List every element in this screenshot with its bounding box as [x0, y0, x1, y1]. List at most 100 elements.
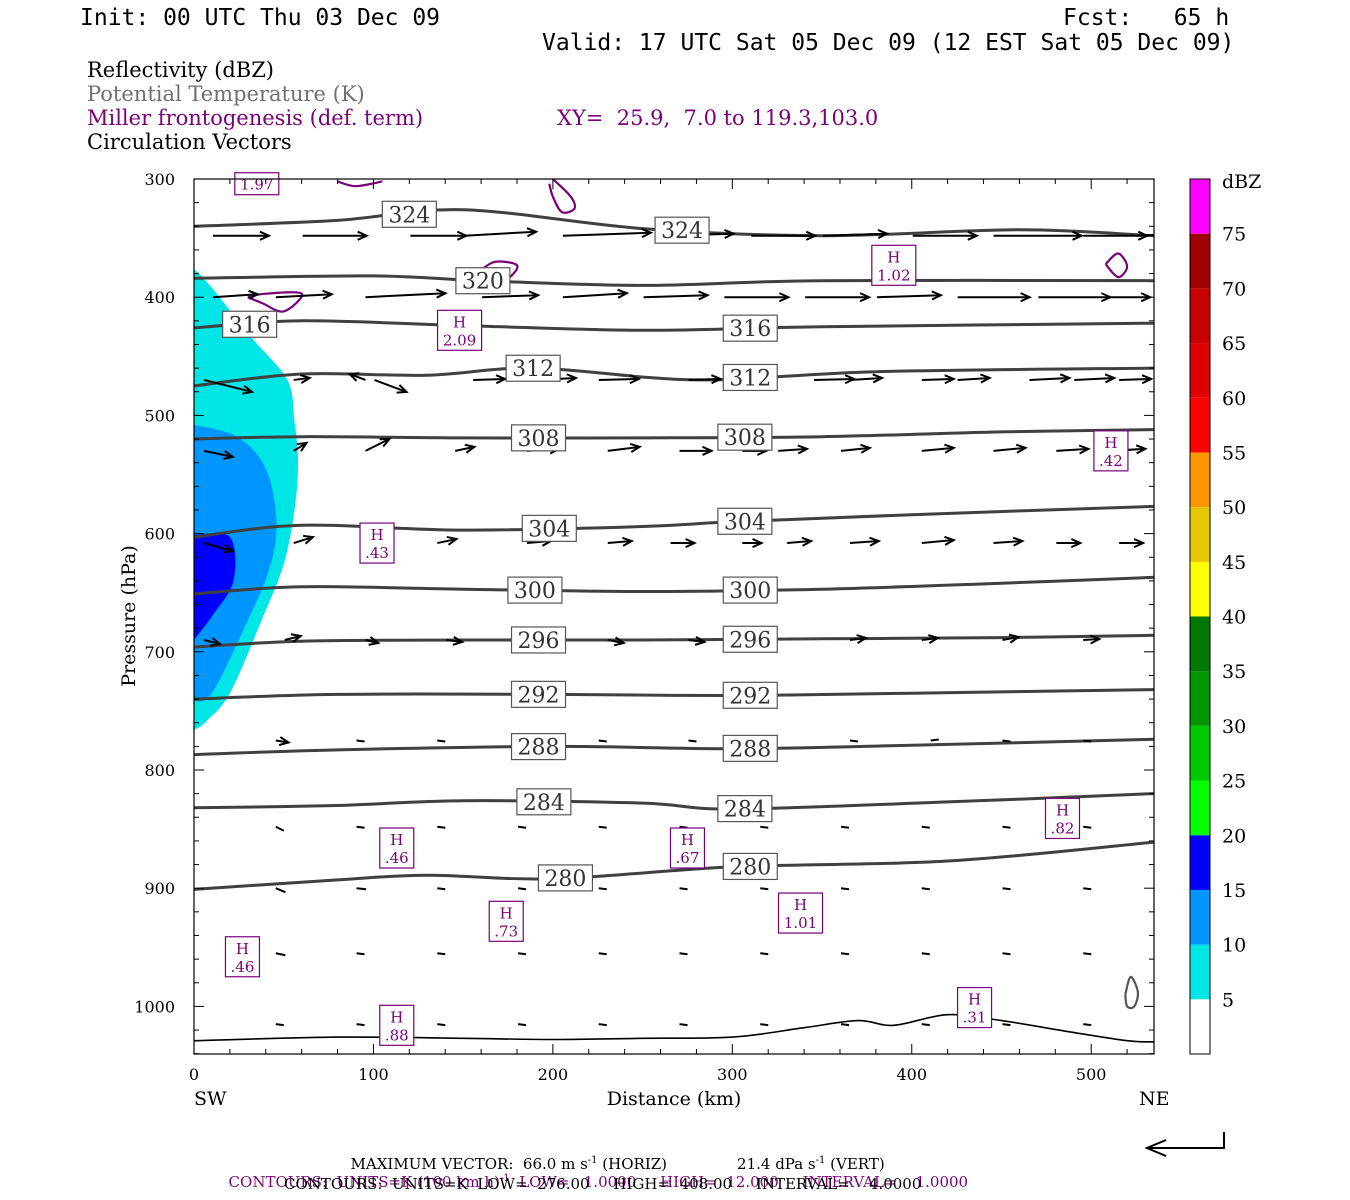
- theta-label-280: 280: [537, 864, 594, 892]
- theta-label-text: 308: [724, 426, 766, 451]
- circulation-vector: [473, 374, 508, 385]
- theta-label-296: 296: [722, 625, 778, 653]
- frontogenesis-max-marker: H.43: [359, 522, 395, 564]
- vector-head: [526, 227, 539, 238]
- theta-label-box: [537, 864, 594, 892]
- vector-head: [368, 636, 381, 646]
- vector-shaft: [598, 825, 607, 829]
- vector-shaft: [930, 738, 939, 742]
- vector-shaft: [284, 635, 301, 641]
- vector-shaft: [849, 636, 867, 641]
- vector-shaft: [1002, 825, 1011, 829]
- circulation-vector: [203, 378, 255, 395]
- circulation-vector: [356, 1023, 365, 1027]
- vector-shaft: [1002, 1023, 1011, 1027]
- vector-head: [1008, 633, 1021, 644]
- colorbar-label: 65: [1222, 333, 1246, 355]
- vector-head: [1141, 374, 1154, 385]
- max-marker-h: H: [681, 831, 694, 849]
- vector-shaft: [1002, 952, 1011, 956]
- circulation-vector: [1002, 633, 1021, 644]
- vector-shaft: [760, 825, 769, 829]
- vector-shaft: [598, 377, 639, 381]
- theta-label-box: [722, 734, 778, 762]
- circulation-vector: [921, 443, 957, 454]
- vector-head: [1078, 444, 1091, 455]
- max-marker-value: .42: [1099, 452, 1123, 470]
- vector-shaft: [517, 952, 527, 956]
- colorbar-title: dBZ: [1222, 171, 1261, 193]
- vector-shaft: [212, 293, 258, 299]
- circulation-vector: [562, 228, 654, 238]
- theta-label-text: 312: [512, 357, 554, 382]
- vector-shaft: [840, 825, 850, 829]
- circulation-vector: [1002, 887, 1011, 891]
- vector-head: [778, 292, 791, 303]
- vector-shaft: [598, 1023, 607, 1027]
- circulation-vector: [840, 443, 873, 454]
- vector-head: [452, 635, 465, 646]
- theta-label-text: 312: [729, 366, 771, 391]
- max-marker-box: [379, 827, 415, 869]
- vector-shaft: [760, 952, 769, 956]
- colorbar-label: 70: [1222, 278, 1246, 300]
- circulation-vector: [275, 289, 335, 300]
- vector-shaft: [1083, 739, 1092, 743]
- frontogenesis-contour: [1124, 975, 1140, 1010]
- vector-head: [1059, 373, 1072, 384]
- circulation-vector: [464, 227, 539, 238]
- vector-shaft: [840, 952, 850, 956]
- terrain-surface-line: [194, 1013, 1154, 1043]
- circulation-vector: [993, 230, 1084, 241]
- circulation-vector: [993, 443, 1028, 454]
- vector-head: [856, 634, 869, 644]
- circulation-vector: [598, 952, 607, 956]
- vector-head: [290, 633, 304, 643]
- vector-shaft: [356, 1023, 365, 1027]
- vector-shaft: [275, 293, 332, 299]
- circulation-vector: [212, 289, 261, 300]
- vector-shaft: [1083, 637, 1100, 641]
- frontogenesis-max-marker: H.82: [1044, 797, 1081, 840]
- theta-label-box: [722, 363, 778, 392]
- circulation-vector: [356, 952, 365, 956]
- colorbar-label: 35: [1222, 661, 1246, 683]
- colorbar-swatch: [1190, 452, 1210, 508]
- vector-shaft: [349, 373, 366, 381]
- vector-shaft: [275, 952, 286, 957]
- circulation-vector: [751, 230, 818, 241]
- circulation-vector: [203, 542, 236, 554]
- circulation-vector: [1083, 739, 1092, 743]
- max-marker-h: H: [390, 831, 403, 849]
- theta-label-box: [222, 310, 278, 338]
- circulation-vector: [742, 538, 764, 549]
- vector-shaft: [1002, 739, 1011, 743]
- max-marker-box: [488, 900, 524, 942]
- cross-section-endpoints: XY= 25.9, 7.0 to 119.3,103.0: [557, 106, 879, 130]
- vector-head: [685, 538, 697, 549]
- vector-shaft: [1056, 447, 1089, 452]
- x-tick-label: 300: [717, 1065, 748, 1084]
- colorbar-swatch: [1190, 889, 1210, 945]
- theta-label-box: [510, 424, 567, 452]
- theta-label-text: 296: [729, 628, 771, 653]
- colorbar-swatch: [1190, 397, 1210, 453]
- theta-label-box: [510, 680, 567, 708]
- vector-head: [928, 634, 941, 644]
- theta-label-300: 300: [507, 576, 563, 604]
- theta-contour-288: [194, 737, 1154, 757]
- circulation-vector: [1083, 825, 1092, 829]
- circulation-vector: [760, 825, 769, 829]
- circulation-vector: [455, 443, 477, 454]
- vector-head: [1020, 292, 1033, 303]
- vector-shaft: [365, 292, 446, 299]
- circulation-vector: [679, 952, 688, 956]
- max-marker-h: H: [390, 1008, 403, 1026]
- max-marker-h: H: [1104, 434, 1117, 452]
- circulation-vector: [921, 952, 930, 956]
- circulation-vector: [760, 1023, 769, 1027]
- vector-shaft: [1083, 887, 1092, 891]
- vector-head: [944, 443, 957, 454]
- field-circulation-vectors: Circulation Vectors: [87, 130, 292, 154]
- frontogenesis-max-marker: H.73: [488, 900, 524, 942]
